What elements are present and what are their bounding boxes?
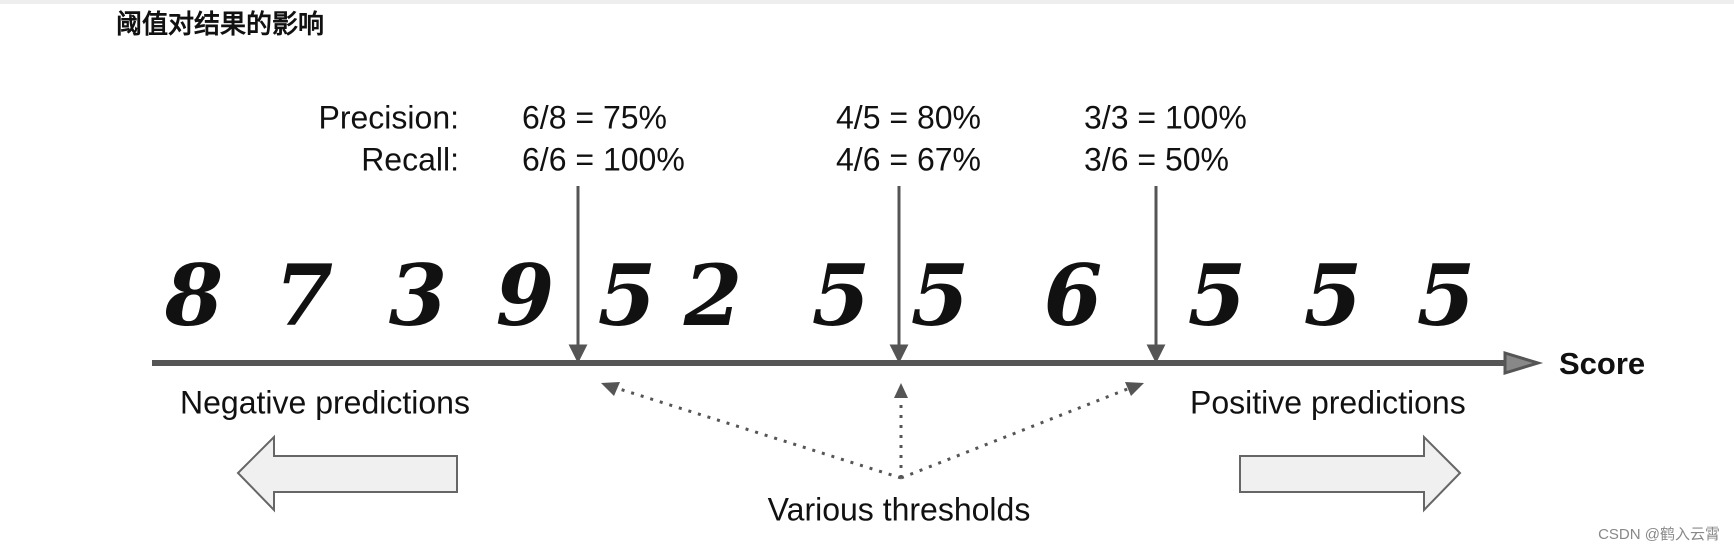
thresholds-label: Various thresholds — [768, 491, 1031, 527]
digit: 5 — [1188, 246, 1246, 345]
dotted-pointers — [609, 384, 1136, 480]
dotted-heads — [601, 382, 1144, 398]
axis-label: Score — [1559, 346, 1645, 381]
recall-value: 6/6 = 100% — [522, 141, 685, 177]
negative-arrow — [236, 434, 458, 513]
digit: 5 — [911, 246, 969, 345]
recall-value: 3/6 = 50% — [1084, 141, 1229, 177]
precision-label: Precision: — [319, 99, 460, 135]
precision-value: 4/5 = 80% — [836, 99, 981, 135]
negative-label: Negative predictions — [180, 384, 470, 420]
digit: 5 — [812, 246, 870, 345]
digit: 2 — [683, 246, 742, 345]
title: 阈值对结果的影响 — [116, 9, 324, 39]
watermark: CSDN @鹤入云霄 — [1598, 526, 1720, 543]
digit: 3 — [389, 246, 447, 345]
recall-label: Recall: — [361, 141, 459, 177]
threshold-arrows — [568, 186, 1166, 364]
recall-value: 4/6 = 67% — [836, 141, 981, 177]
top-border — [0, 0, 1734, 4]
precision-value: 6/8 = 75% — [522, 99, 667, 135]
digit: 5 — [598, 246, 656, 345]
precision-value: 3/3 = 100% — [1084, 99, 1247, 135]
digit: 6 — [1044, 246, 1102, 345]
digit: 7 — [275, 246, 333, 345]
digit: 8 — [164, 246, 223, 345]
positive-arrow — [1239, 434, 1462, 513]
digit: 9 — [496, 246, 554, 345]
axis-arrowhead — [1503, 350, 1544, 376]
digit: 5 — [1417, 246, 1475, 345]
positive-label: Positive predictions — [1190, 384, 1466, 420]
digit: 5 — [1304, 246, 1362, 345]
